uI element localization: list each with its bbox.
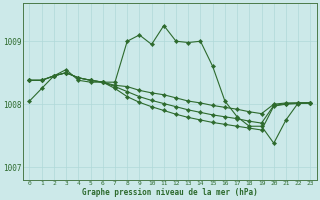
- X-axis label: Graphe pression niveau de la mer (hPa): Graphe pression niveau de la mer (hPa): [82, 188, 258, 197]
